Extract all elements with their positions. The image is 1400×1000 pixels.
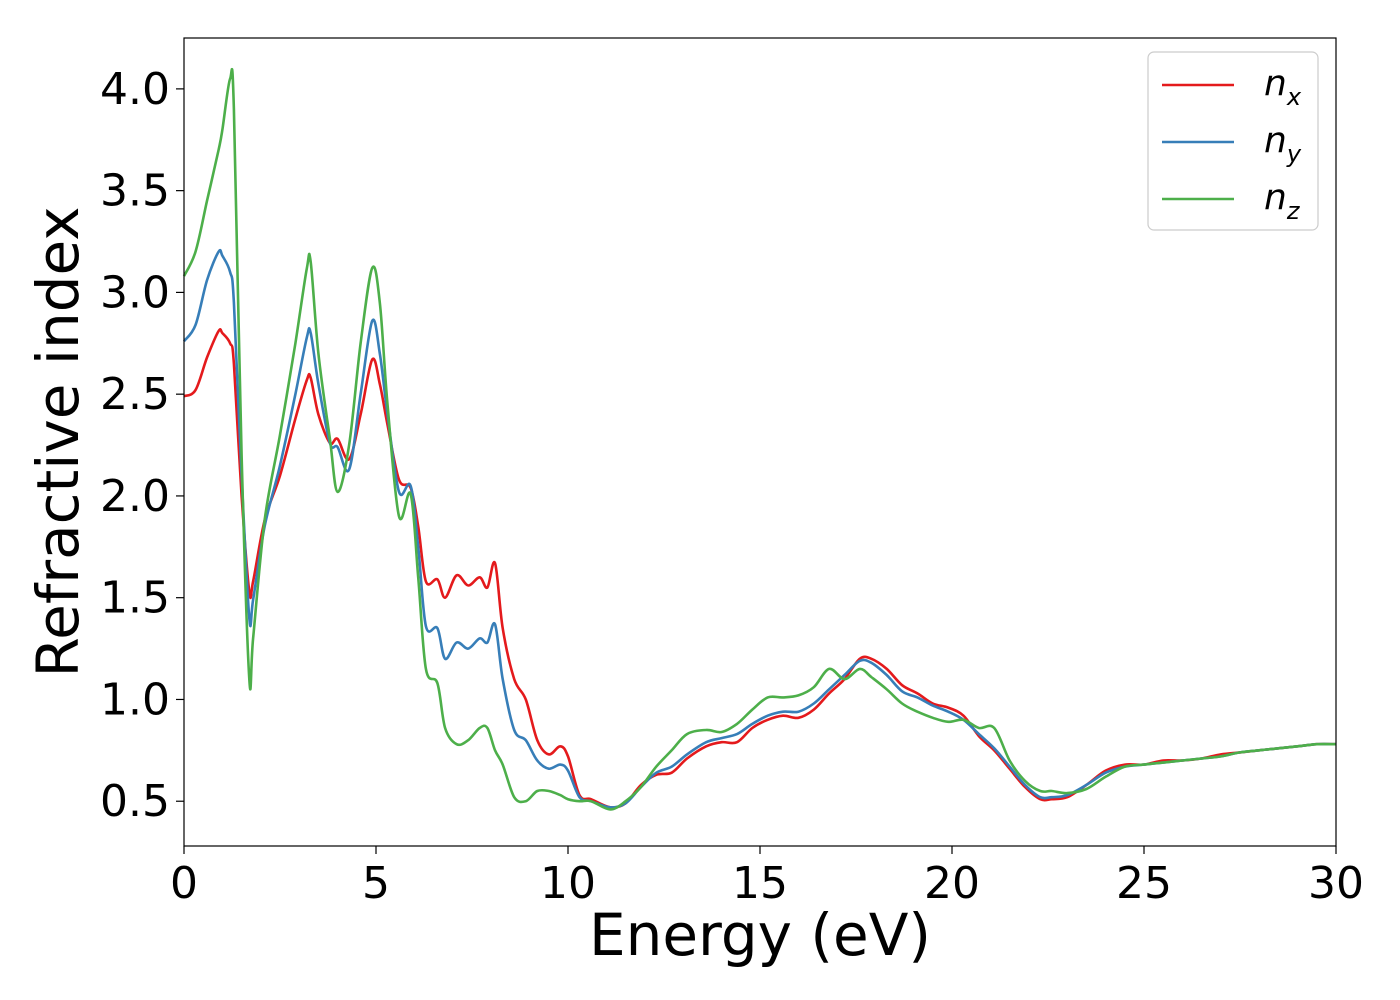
x-tick-label: 20 — [924, 858, 980, 909]
y-tick-label: 0.5 — [100, 776, 170, 827]
legend-label-nx: nx — [1264, 63, 1302, 111]
series-line-nz — [182, 67, 1337, 811]
series-line-ny — [182, 248, 1337, 809]
y-axis-title: Refractive index — [24, 206, 92, 677]
x-tick-label: 25 — [1116, 858, 1172, 909]
y-tick-label: 1.5 — [100, 573, 170, 624]
ticks-layer: 0 5 10 15 20 25 30 0.5 1.0 1.5 2.0 2.5 3.0 3.5 4.0 — [100, 64, 1364, 909]
y-tick-label: 4.0 — [100, 64, 170, 115]
series-layer — [182, 67, 1337, 811]
y-tick-label: 1.0 — [100, 674, 170, 725]
x-tick-label: 10 — [540, 858, 596, 909]
y-tick-label: 2.5 — [100, 369, 170, 420]
legend-label-nz: nz — [1264, 177, 1301, 225]
y-tick-label: 2.0 — [100, 471, 170, 522]
y-tick-label: 3.5 — [100, 166, 170, 217]
x-axis-title: Energy (eV) — [589, 901, 931, 969]
x-tick-label: 15 — [732, 858, 788, 909]
y-tick-label: 3.0 — [100, 267, 170, 318]
legend-label-ny: ny — [1264, 120, 1302, 168]
x-tick-label: 0 — [170, 858, 198, 909]
x-tick-label: 5 — [362, 858, 390, 909]
x-tick-label: 30 — [1308, 858, 1364, 909]
legend: nx ny nz — [1147, 51, 1319, 231]
